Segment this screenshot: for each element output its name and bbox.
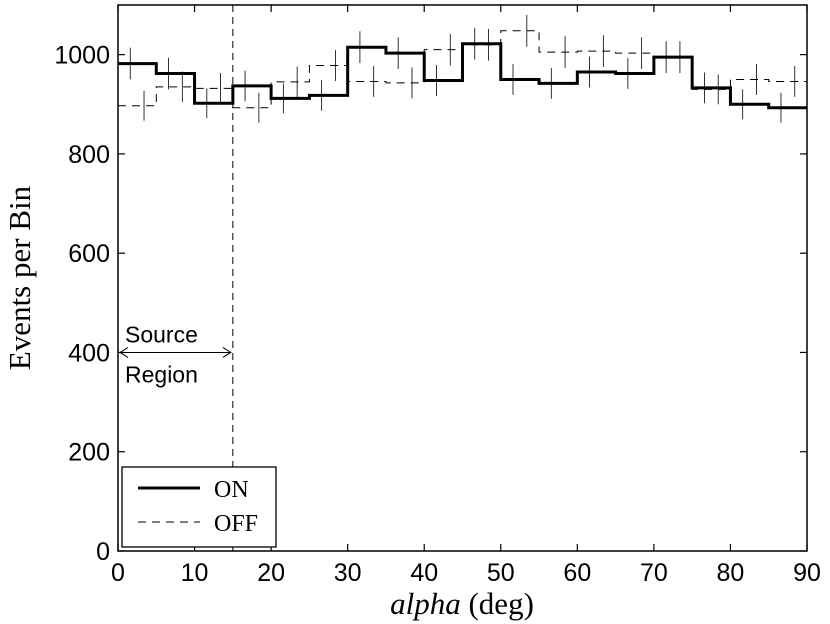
source-region-arrow-right-head bbox=[222, 347, 232, 358]
y-tick-label-4: 800 bbox=[68, 141, 110, 169]
series-on-histogram bbox=[118, 42, 807, 110]
source-region-label-line2: Region bbox=[125, 361, 198, 387]
source-region-annotation: Source Region bbox=[119, 5, 234, 551]
x-tick-label-6: 60 bbox=[563, 559, 591, 587]
x-tick-label-4: 40 bbox=[410, 559, 438, 587]
y-axis-label: Events per Bin bbox=[2, 185, 37, 370]
x-axis-label: alpha (deg) bbox=[390, 586, 534, 621]
histogram-series bbox=[118, 30, 807, 110]
legend-label-on: ON bbox=[214, 477, 249, 503]
x-tick-label-0: 0 bbox=[111, 559, 125, 587]
x-axis-label-italic: alpha bbox=[390, 586, 461, 621]
source-region-label-line1: Source bbox=[125, 321, 198, 347]
legend-label-off: OFF bbox=[214, 511, 258, 537]
x-tick-labels: 0 10 20 30 40 50 60 70 80 90 bbox=[111, 559, 821, 587]
legend: ON OFF bbox=[121, 466, 277, 548]
x-axis-label-unit: (deg) bbox=[461, 586, 534, 621]
y-tick-label-3: 600 bbox=[68, 240, 110, 268]
y-tick-labels: 0 200 400 600 800 1000 bbox=[54, 42, 110, 566]
legend-box bbox=[121, 466, 277, 548]
x-tick-label-2: 20 bbox=[257, 559, 285, 587]
x-tick-label-8: 80 bbox=[717, 559, 745, 587]
x-tick-label-1: 10 bbox=[181, 559, 209, 587]
y-tick-label-1: 200 bbox=[68, 439, 110, 467]
plot-frame bbox=[117, 4, 808, 552]
source-label-bg-2 bbox=[123, 358, 213, 387]
x-tick-label-5: 50 bbox=[487, 559, 515, 587]
series-off-histogram bbox=[118, 30, 807, 109]
x-tick-label-3: 30 bbox=[334, 559, 362, 587]
y-tick-label-5: 1000 bbox=[54, 42, 110, 70]
x-tick-label-7: 70 bbox=[640, 559, 668, 587]
source-label-bg-1 bbox=[123, 321, 213, 347]
y-tick-label-2: 400 bbox=[68, 339, 110, 367]
source-region-arrow-left-head bbox=[119, 347, 129, 358]
y-tick-label-0: 0 bbox=[96, 538, 110, 566]
error-bars bbox=[129, 14, 796, 123]
x-tick-label-9: 90 bbox=[793, 559, 821, 587]
